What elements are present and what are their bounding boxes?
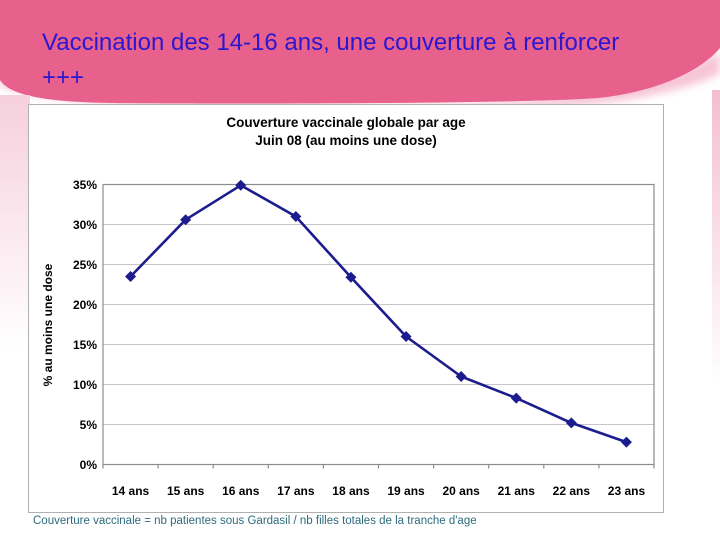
header-blob-shape <box>0 0 720 104</box>
x-tick-label: 23 ans <box>608 484 646 498</box>
slide-caption: Couverture vaccinale = nb patientes sous… <box>33 515 477 527</box>
y-tick-label: 0% <box>80 458 98 472</box>
x-tick-label: 21 ans <box>498 484 536 498</box>
left-edge-tint <box>0 95 30 395</box>
slide-title: Vaccination des 14-16 ans, une couvertur… <box>42 29 620 91</box>
x-tick-label: 22 ans <box>553 484 591 498</box>
data-point-marker <box>290 211 302 222</box>
x-tick-label: 15 ans <box>167 484 205 498</box>
header-blob <box>0 0 720 111</box>
x-tick-label: 20 ans <box>442 484 480 498</box>
data-point-marker <box>510 392 522 404</box>
y-axis-title: % au moins une dose <box>41 263 55 386</box>
x-tick-label: 18 ans <box>332 484 370 498</box>
chart-subtitle: Juin 08 (au moins une dose) <box>255 133 437 148</box>
y-tick-label: 25% <box>73 258 97 272</box>
coverage-line-chart: Couverture vaccinale globale par age Juin… <box>41 115 655 498</box>
x-tick-label: 19 ans <box>387 484 425 498</box>
y-tick-label: 15% <box>73 338 97 352</box>
chart-frame: Couverture vaccinale globale par age Juin… <box>28 104 664 513</box>
y-tick-label: 10% <box>73 378 97 392</box>
y-tick-label: 30% <box>73 218 97 232</box>
x-tick-label: 14 ans <box>112 484 150 498</box>
x-tick-label: 16 ans <box>222 484 260 498</box>
series-line <box>129 184 627 444</box>
data-point-marker <box>235 179 247 191</box>
data-point-marker <box>125 271 137 282</box>
data-point-marker <box>400 331 412 342</box>
y-tick-label: 20% <box>73 298 97 312</box>
data-point-marker <box>620 436 632 448</box>
data-point-marker <box>345 271 357 283</box>
right-edge-tint <box>712 90 720 510</box>
x-tick-label: 17 ans <box>277 484 315 498</box>
y-tick-label: 5% <box>80 418 98 432</box>
data-point-marker <box>455 371 467 382</box>
chart-title: Couverture vaccinale globale par age <box>226 115 466 130</box>
data-point-marker <box>180 214 192 226</box>
y-tick-label: 35% <box>73 178 97 192</box>
data-point-marker <box>565 417 577 429</box>
